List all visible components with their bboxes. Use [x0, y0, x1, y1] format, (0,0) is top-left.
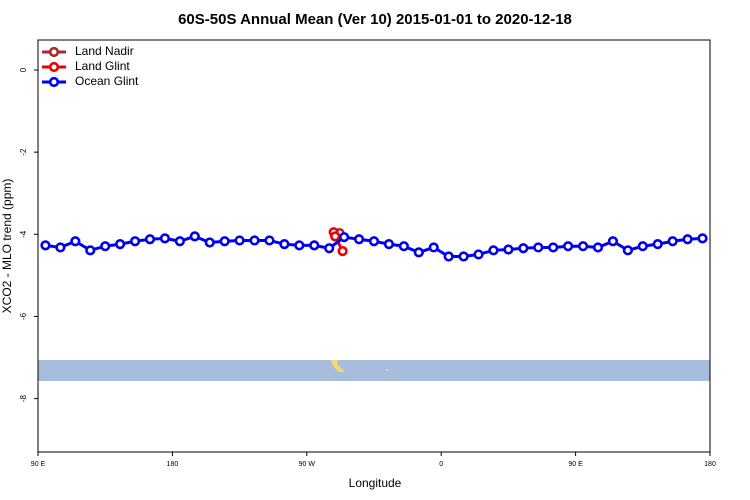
data-point — [383, 239, 395, 250]
data-point — [337, 246, 348, 257]
y-tick-label: -4 — [19, 230, 28, 238]
land-shape — [331, 360, 345, 372]
data-point — [592, 242, 604, 253]
data-point — [100, 241, 111, 252]
data-point — [667, 236, 678, 247]
data-point — [279, 239, 290, 250]
x-tick-label: 0 — [439, 461, 443, 468]
data-point — [189, 231, 200, 242]
data-point — [368, 236, 380, 247]
data-point — [637, 241, 648, 252]
data-point — [413, 247, 424, 258]
data-point — [115, 239, 126, 250]
x-tick-label: 90 W — [299, 461, 316, 468]
data-point — [85, 245, 96, 256]
data-point — [144, 234, 156, 245]
data-point — [398, 241, 409, 252]
legend-label: Land Glint — [75, 59, 130, 73]
legend-marker — [48, 76, 60, 88]
data-point — [577, 241, 589, 252]
data-point — [443, 251, 454, 262]
x-axis-label: Longitude — [349, 476, 402, 490]
x-tick-label: 90 E — [31, 461, 46, 468]
y-axis-label: XCO2 - MLO trend (ppm) — [0, 179, 14, 314]
land-shape — [386, 369, 388, 371]
data-point — [548, 242, 559, 253]
legend-label: Land Nadir — [75, 44, 134, 58]
data-point — [129, 236, 141, 247]
data-point — [458, 251, 469, 262]
chart-title: 60S-50S Annual Mean (Ver 10) 2015-01-01 … — [178, 11, 572, 28]
data-point — [428, 242, 439, 253]
legend-marker — [48, 61, 60, 73]
data-point — [324, 243, 335, 254]
data-point — [473, 249, 484, 260]
data-point — [353, 234, 365, 245]
y-tick-label: -2 — [19, 148, 28, 156]
data-point — [518, 243, 529, 254]
data-point — [204, 237, 215, 248]
data-point — [533, 242, 544, 253]
data-point — [159, 233, 171, 244]
data-point — [234, 235, 245, 246]
y-tick-label: -8 — [19, 394, 28, 402]
data-point — [55, 242, 66, 253]
x-tick-label: 180 — [167, 461, 179, 468]
y-tick-label: -6 — [19, 312, 28, 320]
plot-frame — [37, 39, 711, 453]
data-point — [294, 240, 305, 251]
data-point — [264, 235, 275, 246]
data-point — [503, 244, 514, 255]
data-point — [249, 235, 260, 246]
data-point — [488, 245, 499, 256]
data-point — [563, 241, 574, 252]
data-point — [607, 236, 619, 247]
data-point — [309, 240, 320, 251]
data-point — [682, 234, 693, 245]
legend-label: Ocean Glint — [75, 74, 139, 88]
legend-marker — [48, 46, 60, 58]
x-tick-label: 180 — [704, 461, 716, 468]
data-point — [70, 236, 81, 247]
data-point — [174, 236, 185, 247]
data-point — [652, 239, 663, 250]
map-strip — [38, 360, 710, 381]
data-point — [330, 231, 341, 242]
data-point — [622, 245, 633, 256]
data-point — [219, 236, 230, 247]
data-point — [339, 232, 350, 243]
x-tick-label: 90 E — [568, 461, 583, 468]
data-point — [40, 240, 51, 251]
y-tick-label: 0 — [19, 67, 28, 72]
data-point — [697, 233, 708, 244]
